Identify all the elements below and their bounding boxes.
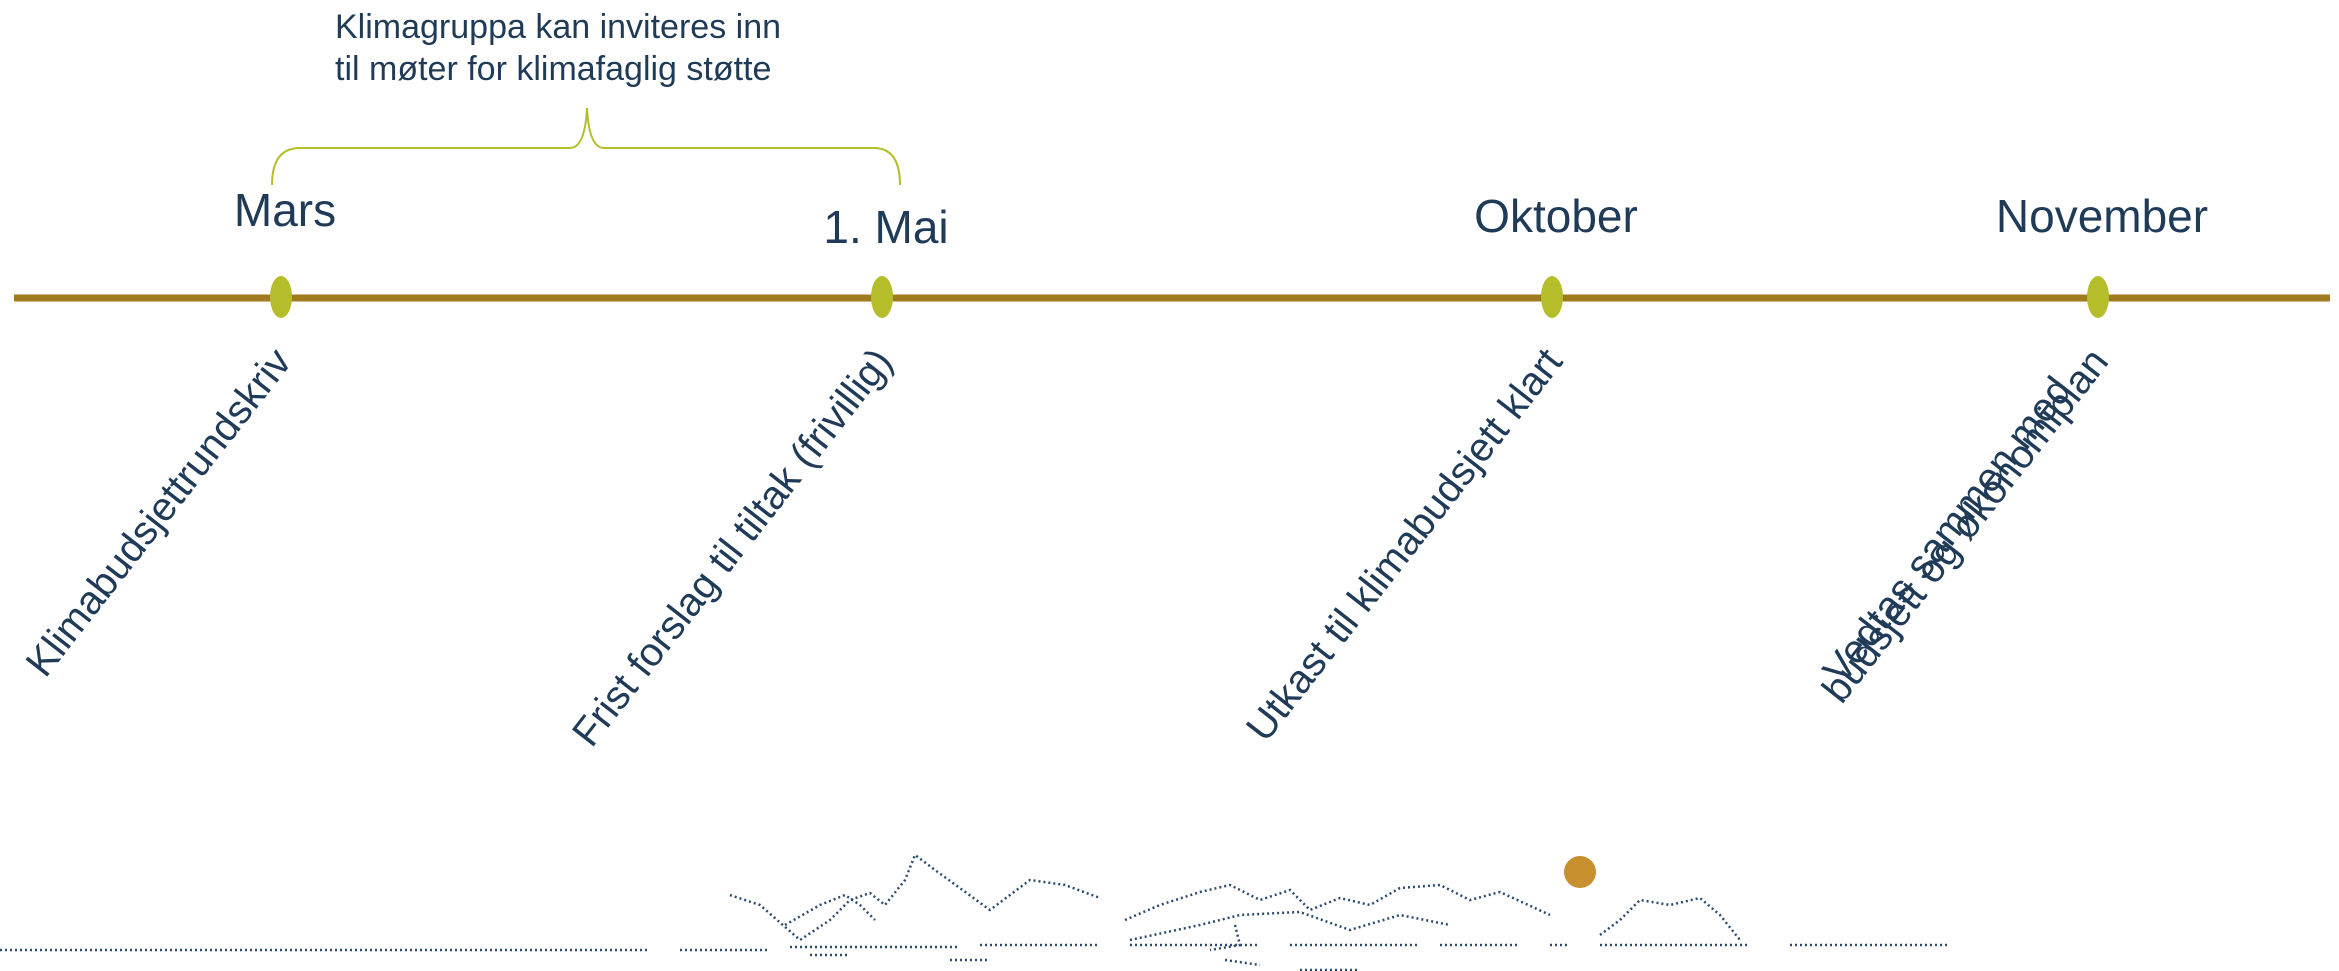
milestone-description: Frist forslag til tiltak (frivillig): [564, 340, 901, 754]
milestone-marker: [1541, 276, 1563, 318]
annotation-line: til møter for klimafaglig støtte: [335, 50, 771, 88]
milestone-month: 1. Mai: [823, 201, 948, 253]
milestone-month: November: [1996, 190, 2208, 242]
landscape: [0, 855, 1950, 970]
milestone-month: Mars: [234, 184, 336, 236]
milestone-marker: [871, 276, 893, 318]
milestone-description: Klimabudsjettrundskriv: [18, 340, 300, 684]
milestone-marker: [270, 276, 292, 318]
milestone-marker: [2087, 276, 2109, 318]
milestone-description: budsjett og økonomiplan: [1814, 340, 2117, 711]
timeline-diagram: Klimagruppa kan inviteres inn til møter …: [0, 0, 2339, 971]
annotation-line: Klimagruppa kan inviteres inn: [335, 8, 781, 46]
sun: [1564, 856, 1596, 888]
milestone-month: Oktober: [1474, 190, 1638, 242]
brace: [272, 108, 900, 185]
milestone-description: Utkast til klimabudsjett klart: [1238, 340, 1571, 749]
